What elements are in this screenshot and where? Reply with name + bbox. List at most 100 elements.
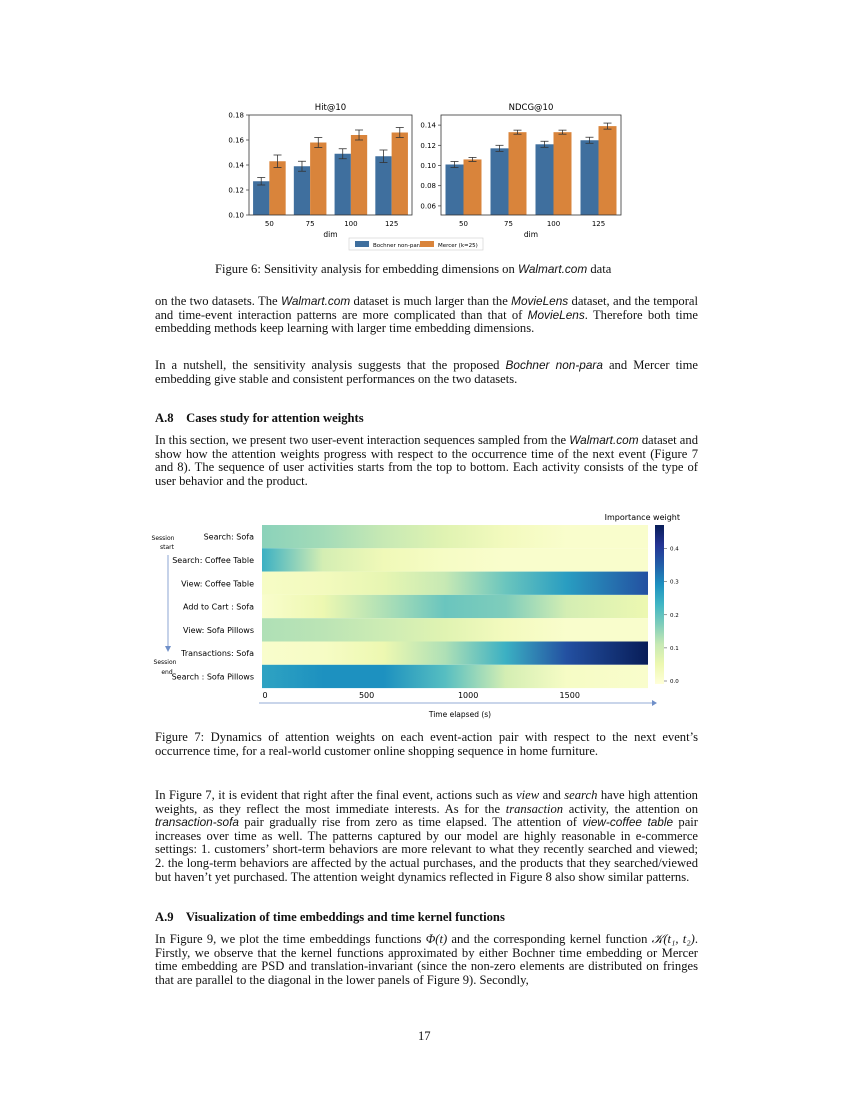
row-label: Search: Coffee Table (172, 556, 254, 565)
text-span: dataset is much larger than the (350, 294, 512, 308)
paragraph: on the two datasets. The Walmart.com dat… (155, 294, 698, 336)
arrow-head-icon (652, 700, 657, 706)
y-tick-label: 0.10 (420, 162, 436, 170)
bar (490, 148, 509, 215)
bar (553, 132, 572, 215)
heatmap-row (262, 594, 648, 619)
x-tick-label: 50 (459, 220, 468, 228)
y-tick-label: 0.14 (420, 122, 436, 130)
colorbar-tick-label: 0.1 (670, 646, 679, 652)
y-tick-label: 0.14 (228, 162, 244, 170)
text-span: In this section, we present two user-eve… (155, 433, 570, 447)
text-span: transaction-sofa (155, 815, 239, 830)
text-span: search (564, 788, 598, 802)
bar (463, 159, 482, 215)
text-span: dataset and show how the attention weigh… (155, 433, 698, 488)
chart-title: NDCG@10 (509, 103, 554, 113)
legend-swatch (355, 241, 369, 247)
text-span: Walmart.com (517, 262, 588, 276)
heatmap-row (262, 525, 648, 549)
heatmap-row (262, 571, 648, 595)
text-span: dataset, and the temporal and time-event… (155, 294, 698, 322)
x-tick-label: 100 (344, 220, 357, 228)
bar (334, 153, 351, 215)
row-label: View: Sofa Pillows (183, 626, 254, 635)
session-end-label: end (161, 669, 172, 676)
bar (598, 126, 617, 215)
bar (580, 140, 599, 215)
text-span: view (516, 788, 540, 802)
bar (445, 164, 464, 215)
paragraph: In Figure 9, we plot the time embeddings… (155, 932, 699, 987)
x-tick-label: 50 (265, 220, 274, 228)
x-axis-label: dim (323, 230, 337, 239)
paragraph: In a nutshell, the sensitivity analysis … (155, 358, 698, 386)
text-span: transaction (505, 801, 564, 816)
colorbar (655, 525, 664, 684)
bar (253, 181, 270, 215)
colorbar-tick-label: 0.4 (670, 547, 679, 553)
session-end-label: Session (154, 659, 177, 666)
session-start-label: start (160, 544, 175, 551)
bar (310, 142, 327, 215)
text-span: Figure 6: Sensitivity analysis for embed… (215, 262, 518, 276)
text-span: Walmart.com (280, 294, 351, 308)
text-span: Bochner non-para (505, 358, 603, 372)
colorbar-tick-label: 0.2 (670, 613, 679, 619)
text-span: MovieLens (527, 307, 585, 322)
row-label: Search: Sofa (204, 533, 255, 542)
legend-box (348, 237, 484, 251)
text-span: and (539, 788, 565, 802)
chart-title: Hit@10 (315, 103, 346, 113)
y-tick-label: 0.10 (228, 212, 244, 220)
x-tick-label: 1000 (458, 691, 478, 700)
text-span: and Mercer time embedding give stable an… (155, 358, 698, 386)
y-tick-label: 0.08 (420, 182, 436, 190)
text-span: In Figure 7, it is evident that right af… (155, 788, 517, 802)
bar (508, 132, 527, 215)
row-label: Add to Cart : Sofa (183, 603, 254, 612)
text-span: view-coffee table (582, 815, 674, 830)
text-span: In Figure 9, we plot the time embeddings… (155, 932, 426, 946)
legend-swatch (420, 241, 434, 247)
text-span: In a nutshell, the sensitivity analysis … (155, 358, 506, 372)
row-label: Search : Sofa Pillows (172, 672, 254, 681)
x-axis-label: Time elapsed (s) (428, 710, 491, 719)
figure-7-caption: Figure 7: Dynamics of attention weights … (155, 730, 698, 758)
text-span: have high attention weights, as they ref… (155, 788, 698, 816)
session-start-label: Session (152, 535, 175, 542)
text-span: 𝒦(t₁, t₂) (651, 932, 695, 946)
y-tick-label: 0.06 (420, 202, 436, 210)
bar (293, 166, 311, 215)
x-tick-label: 100 (547, 220, 560, 228)
x-tick-label: 125 (385, 220, 398, 228)
bar (535, 144, 554, 215)
x-tick-label: 75 (306, 220, 315, 228)
figure-6-bar-charts: Hit@10 0.10 0.12 0.14 0.16 0.18 50 75 100 125 dim N… (228, 103, 622, 251)
axes-frame (248, 114, 413, 216)
colorbar-tick-label: 0.0 (670, 679, 679, 685)
heatmap-row (262, 664, 648, 689)
colorbar-title: Importance weight (605, 513, 680, 522)
heatmap-row (262, 641, 648, 665)
x-tick-label: 0 (262, 691, 267, 700)
x-tick-label: 500 (359, 691, 374, 700)
bar (269, 161, 286, 215)
colorbar-tick-label: 0.3 (670, 580, 679, 586)
text-span: data (587, 262, 612, 276)
figure-7-heatmap: Search: Sofa Search: Coffee Table View: Co… (152, 513, 680, 719)
text-span: activity, the attention on (563, 801, 698, 816)
text-span: pair increases over time as well. The pa… (155, 815, 698, 884)
figure-6-caption: Figure 6: Sensitivity analysis for embed… (215, 262, 612, 277)
arrow-head-icon (165, 646, 171, 652)
row-label: View: Coffee Table (181, 579, 254, 588)
x-axis-label: dim (524, 230, 538, 239)
text-span: on the two datasets. The (155, 294, 281, 308)
legend-label: Mercer (k=25) (438, 243, 478, 249)
y-tick-label: 0.18 (228, 112, 244, 120)
heatmap-row (262, 548, 648, 572)
text-span: . Firstly, we observe that the kernel fu… (155, 932, 699, 987)
y-tick-label: 0.12 (228, 187, 244, 195)
heatmap-row (262, 618, 648, 642)
